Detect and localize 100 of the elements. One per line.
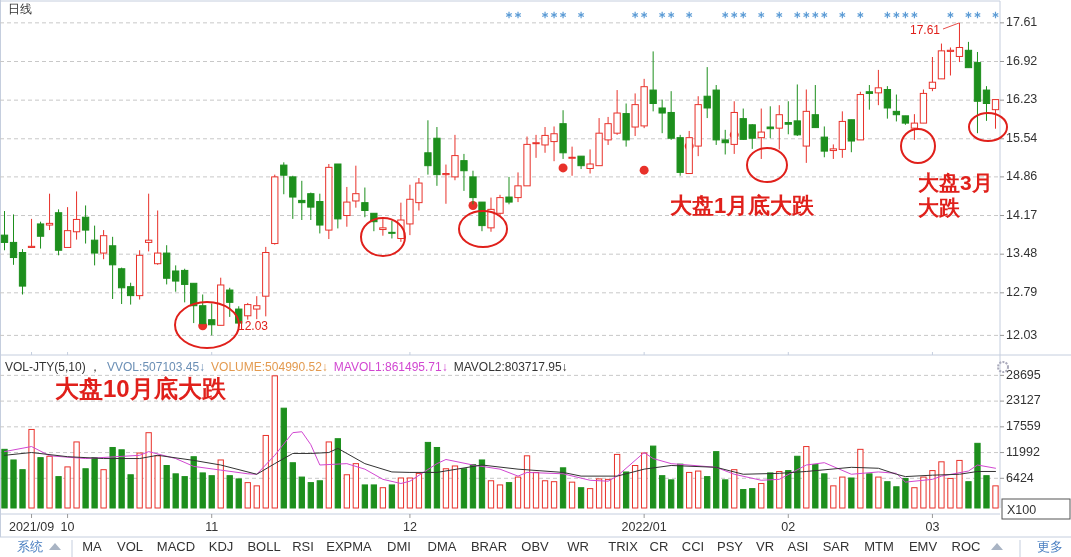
bar <box>433 446 441 509</box>
candlestick <box>946 46 955 76</box>
text: WR <box>567 539 589 554</box>
bar <box>659 475 666 509</box>
candlestick <box>181 268 189 303</box>
point <box>639 165 649 175</box>
bar <box>163 465 170 509</box>
candlestick <box>27 218 36 249</box>
bar <box>469 464 477 509</box>
annotation: 大盘10月底大跌 <box>55 375 227 402</box>
line-series <box>4 431 996 484</box>
candlestick <box>811 84 819 129</box>
candlestick <box>108 236 117 300</box>
point <box>514 11 522 19</box>
candlestick <box>775 104 783 150</box>
x-tick-label: 03 <box>925 520 940 534</box>
line-series <box>4 447 996 478</box>
bar <box>37 457 44 509</box>
text: EXPMA <box>326 539 373 554</box>
bar <box>577 487 585 509</box>
bar <box>613 453 621 509</box>
candlestick <box>361 187 369 218</box>
bar <box>370 484 378 509</box>
bar <box>226 475 233 509</box>
text: MTM <box>864 539 894 554</box>
y-tick-label: 14.86 <box>1006 169 1038 184</box>
text: 系统 <box>17 539 43 554</box>
bar <box>704 476 711 509</box>
y-axis-title: X100 <box>1007 503 1037 517</box>
bar <box>686 471 693 509</box>
x-tick-label: 11 <box>205 520 219 534</box>
bar <box>532 471 540 509</box>
point <box>802 11 810 19</box>
x-tick-label: 12 <box>402 520 417 534</box>
point <box>820 11 828 19</box>
candlestick <box>145 193 153 252</box>
bar <box>46 455 53 509</box>
y-tick-label: 15.54 <box>1006 131 1038 146</box>
point <box>631 11 639 19</box>
bar <box>668 479 675 509</box>
bar <box>992 485 999 509</box>
point <box>640 11 648 19</box>
bar <box>947 477 954 509</box>
bar <box>55 476 62 509</box>
annotation: VVOL:507103.45↓ <box>107 360 206 374</box>
bar <box>235 478 242 509</box>
bar <box>767 472 774 509</box>
point <box>965 11 972 19</box>
point <box>558 163 568 173</box>
bar <box>19 469 26 509</box>
bar <box>307 482 314 509</box>
bar <box>902 477 909 509</box>
bar <box>145 432 152 509</box>
text: BOLL <box>247 539 281 554</box>
x-tick-label: 2022/01 <box>621 520 667 534</box>
bar <box>190 456 197 509</box>
bar <box>487 480 495 509</box>
annotation: 大盘3月 <box>918 171 993 194</box>
point <box>992 11 999 19</box>
bar <box>505 482 513 509</box>
bar <box>289 462 296 509</box>
bar <box>361 484 369 509</box>
candlestick <box>280 161 288 195</box>
y-tick-label: 17559 <box>1006 419 1041 434</box>
candlestick <box>982 85 991 122</box>
bar <box>352 463 360 509</box>
bar <box>298 476 305 509</box>
bar <box>253 485 260 509</box>
annotation: 大跌 <box>918 196 961 219</box>
bar <box>73 441 80 509</box>
bar <box>595 478 603 509</box>
point <box>911 11 918 19</box>
bar <box>640 452 648 509</box>
bar <box>866 473 873 509</box>
bar <box>154 455 161 509</box>
bar <box>244 482 251 509</box>
bar <box>983 475 990 509</box>
candlestick <box>649 50 657 112</box>
candlestick <box>388 220 396 239</box>
bar <box>911 487 918 509</box>
candlestick <box>226 287 234 318</box>
bar <box>109 446 116 509</box>
bar <box>316 480 323 509</box>
bar <box>785 470 792 509</box>
point <box>838 11 846 19</box>
point <box>541 11 549 19</box>
bar <box>848 477 855 509</box>
bar <box>586 488 594 509</box>
bar <box>920 476 927 509</box>
bar <box>379 487 387 509</box>
bar <box>622 471 630 509</box>
candlestick <box>117 267 126 305</box>
bar <box>442 468 450 509</box>
bar <box>208 475 215 509</box>
text: VR <box>755 539 775 554</box>
bar <box>127 474 134 509</box>
text: PSY <box>716 539 744 554</box>
text: MAVOL1:861495.71↓ <box>333 360 448 374</box>
point <box>550 11 558 19</box>
candlestick <box>126 282 135 306</box>
